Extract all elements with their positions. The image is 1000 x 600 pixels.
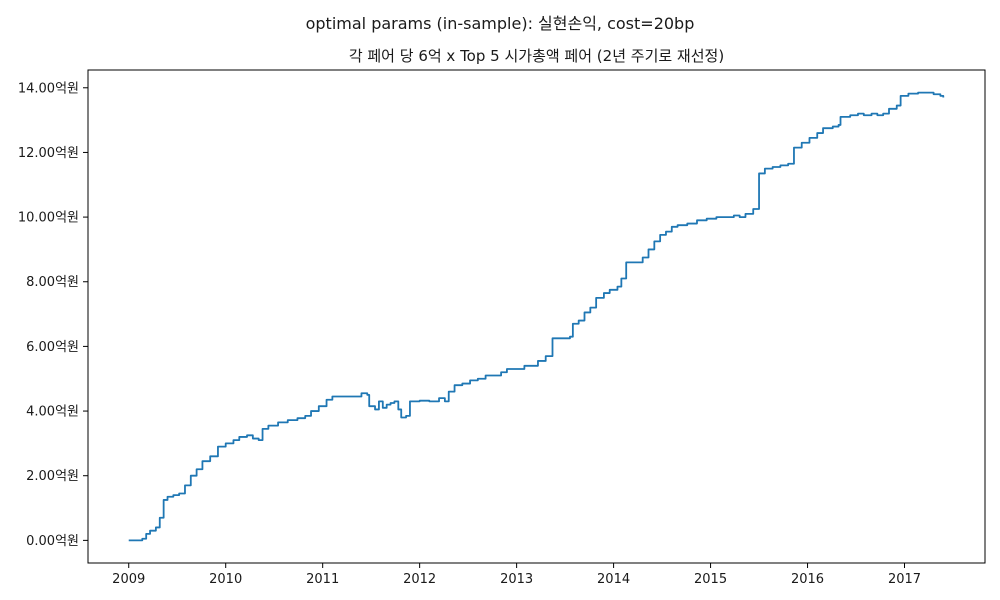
y-axis: 0.00억원 2.00억원 4.00억원 6.00억원 8.00억원 10.00억원 12.… [18, 81, 88, 549]
x-tick-label: 2014 [597, 572, 630, 587]
series-group [128, 91, 945, 542]
y-tick-label: 6.00억원 [26, 340, 79, 355]
x-tick-label: 2010 [209, 572, 242, 587]
y-tick-label: 14.00억원 [18, 81, 79, 96]
figure-suptitle: optimal params (in-sample): 실현손익, cost=2… [305, 14, 695, 33]
x-tick-label: 2015 [694, 572, 727, 587]
y-tick-label: 0.00억원 [26, 534, 79, 549]
x-tick-label: 2011 [306, 572, 339, 587]
x-tick-label: 2016 [791, 572, 824, 587]
x-tick-label: 2013 [500, 572, 533, 587]
chart-title: 각 페어 당 6억 x Top 5 시가총액 페어 (2년 주기로 재선정) [348, 47, 725, 65]
x-tick-label: 2012 [403, 572, 436, 587]
y-tick-label: 4.00억원 [26, 405, 79, 420]
x-axis: 2009 2010 2011 2012 2013 2014 2015 2016 2017 [112, 563, 921, 587]
y-tick-label: 2.00억원 [26, 469, 79, 484]
cumulative-pnl-line [128, 91, 945, 542]
x-tick-label: 2009 [112, 572, 145, 587]
x-tick-label: 2017 [888, 572, 921, 587]
plot-frame [87, 69, 986, 564]
y-tick-label: 8.00억원 [26, 275, 79, 290]
y-tick-label: 12.00억원 [18, 146, 79, 161]
y-tick-label: 10.00억원 [18, 211, 79, 226]
